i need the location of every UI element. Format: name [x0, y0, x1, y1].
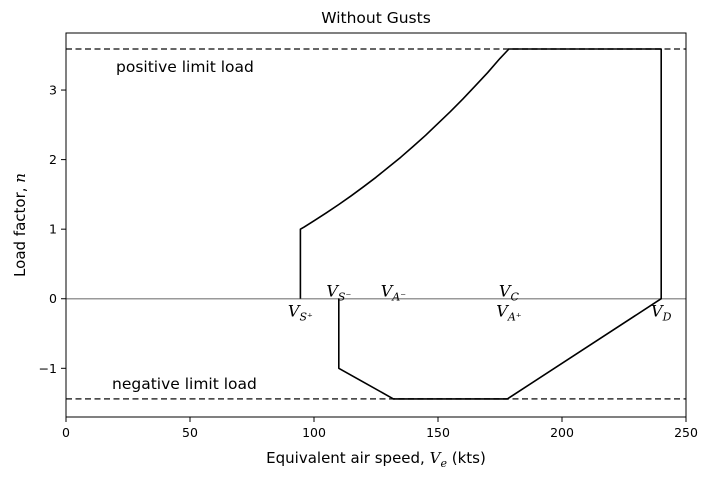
- speed-label-a: VA⁺: [496, 302, 522, 324]
- positive-limit-annotation: positive limit load: [116, 58, 254, 76]
- x-tick-label: 150: [426, 425, 450, 440]
- y-tick-label: 0: [49, 291, 57, 306]
- y-tick-label: 3: [49, 83, 57, 98]
- x-tick-label: 250: [674, 425, 698, 440]
- speed-label-c: VC: [499, 281, 520, 303]
- negative-limit-annotation: negative limit load: [112, 375, 257, 393]
- y-tick-label: 2: [49, 152, 57, 167]
- y-tick-label: −1: [39, 361, 57, 376]
- speed-label-s: VS⁻: [326, 281, 351, 303]
- chart-title: Without Gusts: [321, 9, 431, 27]
- plot-area: 0 50 100 150 200 250 −1 0 1 2 3 positive limit load…: [39, 32, 698, 440]
- vn-envelope-series: [299, 48, 663, 400]
- y-axis-label: Load factor, n: [11, 173, 29, 277]
- speed-label-a: VA⁻: [381, 281, 407, 303]
- speed-label-d: VD: [651, 302, 672, 324]
- x-tick-label: 0: [62, 425, 70, 440]
- speed-label-s: VS⁺: [288, 302, 313, 324]
- x-tick-label: 200: [550, 425, 574, 440]
- plot-frame: [65, 32, 687, 418]
- x-tick-label: 50: [182, 425, 198, 440]
- x-tick-label: 100: [302, 425, 326, 440]
- y-tick-label: 1: [49, 222, 57, 237]
- x-axis-label: Equivalent air speed, Ve (kts): [266, 449, 486, 470]
